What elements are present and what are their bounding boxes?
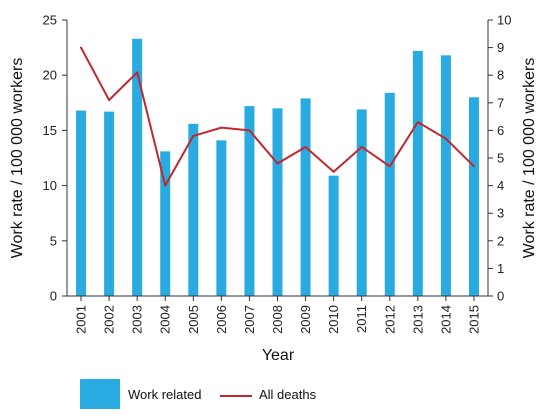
point-2001 bbox=[80, 46, 83, 49]
x-tick-label: 2015 bbox=[466, 305, 481, 334]
line-series-all-deaths bbox=[80, 46, 475, 187]
bar-2010 bbox=[328, 175, 339, 296]
x-tick-label: 2009 bbox=[298, 305, 313, 334]
right-tick-label: 0 bbox=[497, 289, 504, 304]
point-2004 bbox=[164, 184, 167, 187]
left-axis-ticks: 0 5 10 15 20 25 bbox=[43, 13, 67, 304]
legend: Work related All deaths bbox=[80, 379, 317, 409]
bar-2011 bbox=[356, 109, 367, 296]
legend-label-all-deaths: All deaths bbox=[259, 387, 317, 402]
left-tick-label: 20 bbox=[43, 68, 57, 83]
bar-2004 bbox=[160, 151, 171, 296]
x-tick-label: 2003 bbox=[130, 305, 145, 334]
point-2009 bbox=[304, 145, 307, 148]
point-2008 bbox=[276, 162, 279, 165]
right-tick-label: 7 bbox=[497, 95, 504, 110]
x-axis-title: Year bbox=[262, 347, 295, 364]
point-2010 bbox=[332, 170, 335, 173]
x-tick-label: 2011 bbox=[354, 305, 369, 333]
x-tick-label: 2007 bbox=[242, 305, 257, 334]
y-axis-title-left: Work rate / 100 000 workers bbox=[9, 58, 26, 259]
point-2007 bbox=[248, 129, 251, 132]
legend-label-work-related: Work related bbox=[128, 387, 201, 402]
x-tick-label: 2005 bbox=[186, 305, 201, 334]
bar-2015 bbox=[468, 97, 479, 296]
bar-2008 bbox=[272, 108, 283, 296]
left-tick-label: 0 bbox=[50, 289, 57, 304]
point-2006 bbox=[220, 126, 223, 129]
right-tick-label: 6 bbox=[497, 123, 504, 138]
bar-series-work-related bbox=[76, 38, 479, 296]
left-tick-label: 25 bbox=[43, 13, 57, 28]
point-2002 bbox=[108, 99, 111, 102]
bar-2013 bbox=[412, 50, 423, 296]
x-tick-label: 2010 bbox=[326, 305, 341, 334]
point-2014 bbox=[444, 137, 447, 140]
bar-2014 bbox=[440, 55, 451, 296]
bar-2002 bbox=[104, 111, 115, 296]
point-2015 bbox=[472, 165, 475, 168]
right-tick-label: 9 bbox=[497, 40, 504, 55]
bar-2007 bbox=[244, 106, 255, 296]
right-tick-label: 5 bbox=[497, 151, 504, 166]
left-tick-label: 5 bbox=[50, 233, 57, 248]
bar-2006 bbox=[216, 140, 227, 296]
y-axis-title-right: Work rate / 100 000 workers bbox=[521, 58, 538, 259]
bar-2003 bbox=[132, 38, 143, 296]
bar-2009 bbox=[300, 98, 311, 296]
right-tick-label: 1 bbox=[497, 261, 504, 276]
point-2013 bbox=[416, 121, 419, 124]
legend-swatch-work-related bbox=[80, 379, 120, 409]
x-tick-label: 2004 bbox=[158, 305, 173, 334]
right-axis-ticks: 0 1 2 3 4 5 6 7 8 9 10 bbox=[488, 13, 511, 304]
x-tick-label: 2012 bbox=[382, 305, 397, 334]
right-tick-label: 2 bbox=[497, 233, 504, 248]
right-tick-label: 4 bbox=[497, 178, 504, 193]
bar-2012 bbox=[384, 92, 395, 296]
x-tick-label: 2006 bbox=[214, 305, 229, 334]
bar-2005 bbox=[188, 123, 199, 296]
x-tick-label: 2014 bbox=[438, 305, 453, 334]
x-tick-label: 2008 bbox=[270, 305, 285, 334]
x-tick-label: 2002 bbox=[102, 305, 117, 334]
x-tick-label: 2001 bbox=[74, 305, 89, 334]
x-tick-label: 2013 bbox=[410, 305, 425, 334]
point-2011 bbox=[360, 145, 363, 148]
point-2012 bbox=[388, 165, 391, 168]
point-2005 bbox=[192, 134, 195, 137]
left-tick-label: 15 bbox=[43, 123, 57, 138]
point-2003 bbox=[136, 71, 139, 74]
right-tick-label: 8 bbox=[497, 68, 504, 83]
x-axis-ticks: 2001 2002 2003 2004 2005 2006 2007 2008 2009 2010… bbox=[74, 296, 481, 334]
right-tick-label: 10 bbox=[497, 13, 511, 28]
right-tick-label: 3 bbox=[497, 206, 504, 221]
bar-2001 bbox=[76, 110, 87, 296]
left-tick-label: 10 bbox=[43, 178, 57, 193]
